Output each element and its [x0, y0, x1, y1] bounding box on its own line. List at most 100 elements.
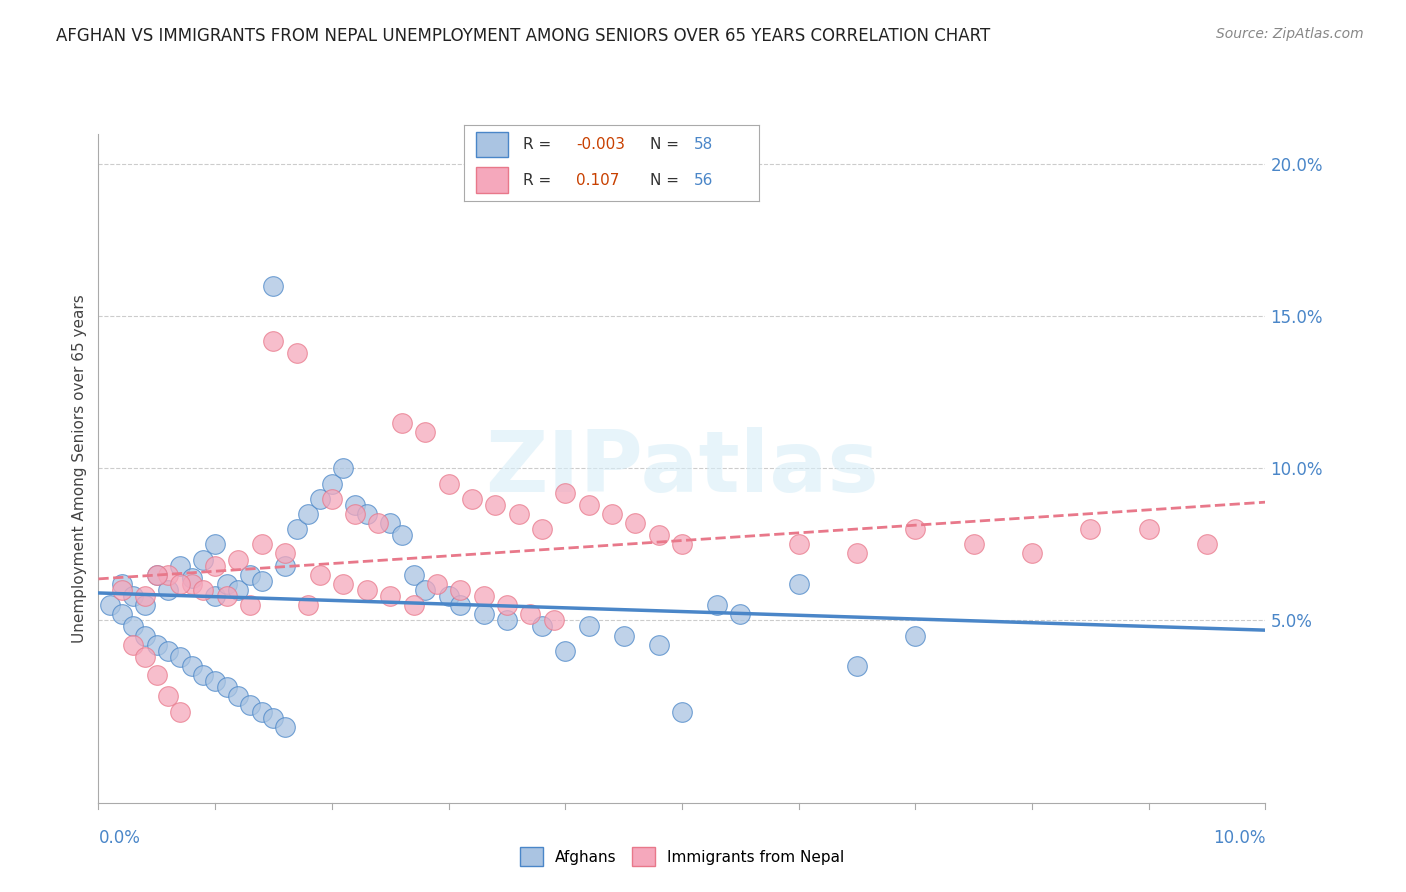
Point	[134, 598, 156, 612]
Point	[647, 528, 669, 542]
Point	[274, 558, 297, 573]
Point	[98, 598, 121, 612]
Point	[285, 522, 308, 536]
Point	[157, 644, 180, 658]
Text: 56: 56	[695, 173, 714, 187]
Point	[111, 577, 134, 591]
Point	[274, 720, 297, 734]
Point	[204, 537, 226, 551]
Text: Source: ZipAtlas.com: Source: ZipAtlas.com	[1216, 27, 1364, 41]
Point	[519, 607, 541, 622]
Point	[146, 638, 169, 652]
Text: 10.0%: 10.0%	[1213, 829, 1265, 847]
Point	[845, 546, 868, 560]
Point	[437, 476, 460, 491]
Text: -0.003: -0.003	[576, 137, 626, 153]
Point	[250, 574, 273, 588]
Point	[228, 552, 250, 566]
Point	[239, 698, 262, 713]
Point	[134, 649, 156, 664]
Point	[1195, 537, 1218, 551]
Point	[344, 507, 367, 521]
FancyBboxPatch shape	[475, 132, 509, 158]
Point	[180, 577, 202, 591]
Point	[378, 516, 402, 530]
Point	[413, 582, 436, 597]
Point	[530, 619, 553, 633]
Point	[122, 638, 145, 652]
Point	[274, 546, 297, 560]
Text: AFGHAN VS IMMIGRANTS FROM NEPAL UNEMPLOYMENT AMONG SENIORS OVER 65 YEARS CORRELA: AFGHAN VS IMMIGRANTS FROM NEPAL UNEMPLOY…	[56, 27, 990, 45]
Point	[344, 498, 367, 512]
Point	[285, 345, 308, 359]
Point	[180, 571, 202, 585]
Point	[146, 567, 169, 582]
Point	[356, 507, 378, 521]
Point	[461, 491, 484, 506]
Text: R =: R =	[523, 173, 551, 187]
Point	[122, 619, 145, 633]
Text: 58: 58	[695, 137, 713, 153]
Point	[193, 552, 215, 566]
Point	[787, 577, 810, 591]
FancyBboxPatch shape	[475, 168, 509, 193]
Point	[904, 522, 927, 536]
Text: N =: N =	[650, 173, 679, 187]
Point	[250, 537, 273, 551]
Point	[1021, 546, 1043, 560]
Point	[1080, 522, 1102, 536]
Point	[228, 690, 250, 704]
Point	[508, 507, 530, 521]
Point	[146, 567, 169, 582]
Point	[904, 628, 927, 642]
Point	[554, 644, 576, 658]
Point	[157, 690, 180, 704]
Text: ZIPatlas: ZIPatlas	[485, 426, 879, 510]
Point	[647, 638, 669, 652]
Point	[612, 628, 634, 642]
Point	[309, 567, 332, 582]
Point	[449, 598, 471, 612]
Point	[962, 537, 984, 551]
Point	[437, 589, 460, 603]
Point	[297, 507, 319, 521]
Point	[600, 507, 623, 521]
Point	[1137, 522, 1160, 536]
Point	[239, 598, 262, 612]
Point	[367, 516, 389, 530]
Point	[402, 598, 425, 612]
Point	[321, 476, 343, 491]
Point	[671, 537, 693, 551]
Point	[543, 613, 565, 627]
Point	[321, 491, 343, 506]
Point	[356, 582, 378, 597]
Point	[204, 558, 226, 573]
Point	[169, 577, 191, 591]
Y-axis label: Unemployment Among Seniors over 65 years: Unemployment Among Seniors over 65 years	[72, 294, 87, 642]
Point	[239, 567, 262, 582]
Point	[391, 416, 413, 430]
Point	[728, 607, 751, 622]
Point	[578, 619, 600, 633]
Point	[180, 659, 202, 673]
Point	[787, 537, 810, 551]
Point	[134, 628, 156, 642]
Point	[111, 607, 134, 622]
Point	[472, 607, 495, 622]
Point	[413, 425, 436, 439]
Point	[495, 613, 517, 627]
Point	[215, 680, 238, 694]
Point	[169, 649, 191, 664]
Point	[472, 589, 495, 603]
Point	[578, 498, 600, 512]
Point	[332, 461, 354, 475]
Point	[215, 589, 238, 603]
Point	[845, 659, 868, 673]
Point	[134, 589, 156, 603]
Point	[624, 516, 647, 530]
Point	[193, 668, 215, 682]
Text: 0.0%: 0.0%	[98, 829, 141, 847]
Point	[671, 705, 693, 719]
Legend: Afghans, Immigrants from Nepal: Afghans, Immigrants from Nepal	[513, 841, 851, 872]
Point	[309, 491, 332, 506]
